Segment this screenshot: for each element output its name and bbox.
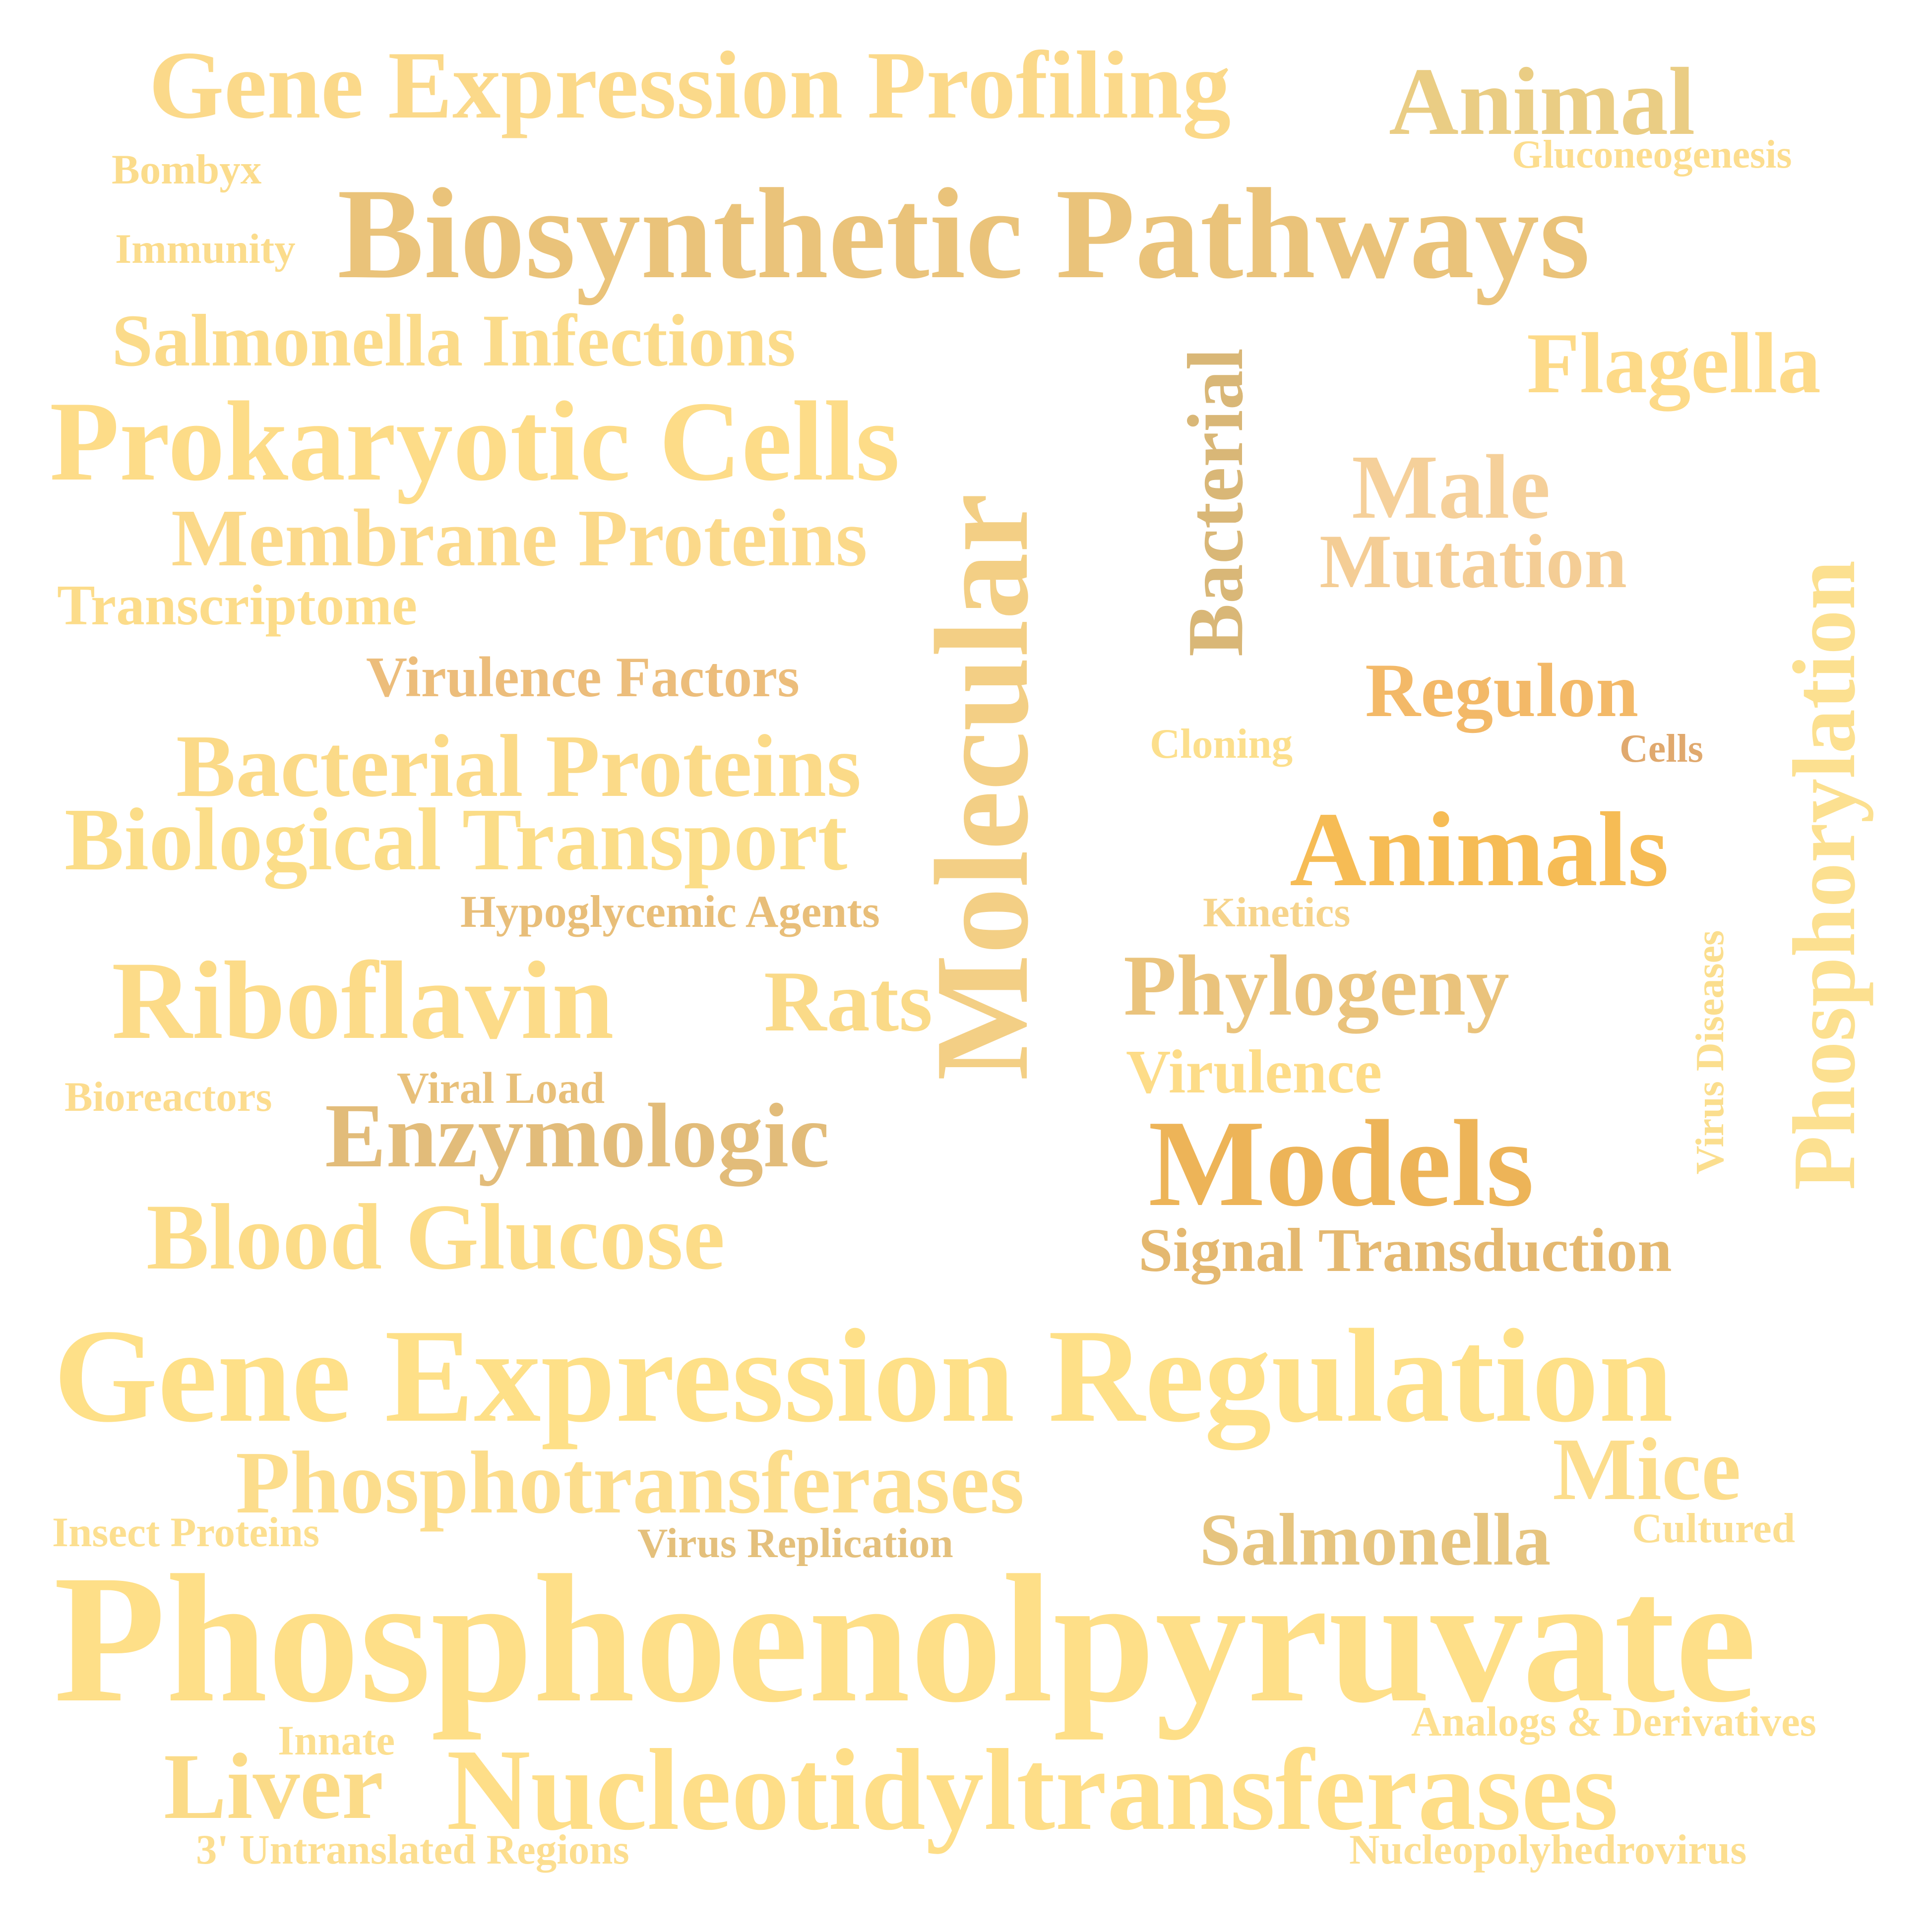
word-transcriptome: Transcriptome (57, 574, 418, 637)
word-flagella: Flagella (1527, 315, 1821, 411)
word-insect-proteins: Insect Proteins (52, 1509, 320, 1556)
word-bioreactors: Bioreactors (64, 1074, 272, 1120)
word-nucleotidyltransferases: Nucleotidyltransferases (446, 1725, 1619, 1854)
word-phylogeny: Phylogeny (1123, 937, 1509, 1033)
word-bombyx: Bombyx (112, 146, 262, 193)
word-bacterial-proteins: Bacterial Proteins (176, 717, 862, 815)
word-virulence: Virulence (1126, 1038, 1382, 1106)
word-analogs-derivatives: Analogs & Derivatives (1411, 1698, 1816, 1745)
word-bacterial: Bacterial (1171, 348, 1259, 657)
word-prokaryotic-cells: Prokaryotic Cells (50, 378, 900, 504)
word-cloning: Cloning (1150, 721, 1293, 767)
word-salmonella-infections: Salmonella Infections (112, 300, 796, 382)
word-mutation: Mutation (1319, 519, 1627, 604)
word-nucleopolyhedrovirus: Nucleopolyhedrovirus (1349, 1826, 1747, 1873)
word-mice: Mice (1553, 1420, 1741, 1518)
word-hypoglycemic-agents: Hypoglycemic Agents (460, 886, 880, 937)
word-viral-load: Viral Load (397, 1064, 605, 1113)
word-phosphorylation: Phosphorylation (1775, 560, 1873, 1191)
word-signal-transduction: Signal Transduction (1138, 1216, 1672, 1285)
word-innate: Innate (278, 1717, 395, 1764)
word-salmonella: Salmonella (1199, 1499, 1551, 1581)
word-kinetics: Kinetics (1203, 889, 1351, 936)
word-virus-replication: Virus Replication (637, 1520, 953, 1567)
word-rats: Rats (764, 953, 933, 1049)
word-biological-transport: Biological Transport (64, 790, 848, 889)
word-3-untranslated-regions: 3' Untranslated Regions (196, 1826, 629, 1873)
word-gene-expression-regulation: Gene Expression Regulation (54, 1302, 1674, 1450)
word-phosphoenolpyruvate: Phosphoenolpyruvate (54, 1537, 1757, 1741)
word-male: Male (1352, 436, 1551, 538)
word-biosynthetic-pathways: Biosynthetic Pathways (337, 162, 1590, 305)
word-animal: Animal (1389, 48, 1695, 155)
word-regulon: Regulon (1365, 648, 1639, 733)
word-virus-diseases: Virus Diseases (1688, 930, 1732, 1175)
word-virulence-factors: Virulence Factors (366, 646, 800, 709)
word-enzymologic: Enzymologic (325, 1085, 830, 1187)
word-phosphotransferases: Phosphotransferases (236, 1433, 1025, 1532)
word-cultured: Cultured (1632, 1505, 1796, 1552)
word-liver: Liver (164, 1735, 384, 1839)
word-riboflavin: Riboflavin (112, 938, 614, 1062)
word-membrane-proteins: Membrane Proteins (171, 492, 868, 583)
word-immunity: Immunity (115, 226, 296, 272)
word-models: Models (1148, 1095, 1534, 1232)
word-gene-expression-profiling: Gene Expression Profiling (149, 32, 1231, 139)
word-blood-glucose: Blood Glucose (146, 1185, 725, 1289)
word-gluconeogenesis: Gluconeogenesis (1512, 133, 1792, 177)
word-animals: Animals (1290, 790, 1669, 908)
word-cells: Cells (1620, 727, 1703, 771)
word-molecular: Molecular (908, 493, 1056, 1081)
